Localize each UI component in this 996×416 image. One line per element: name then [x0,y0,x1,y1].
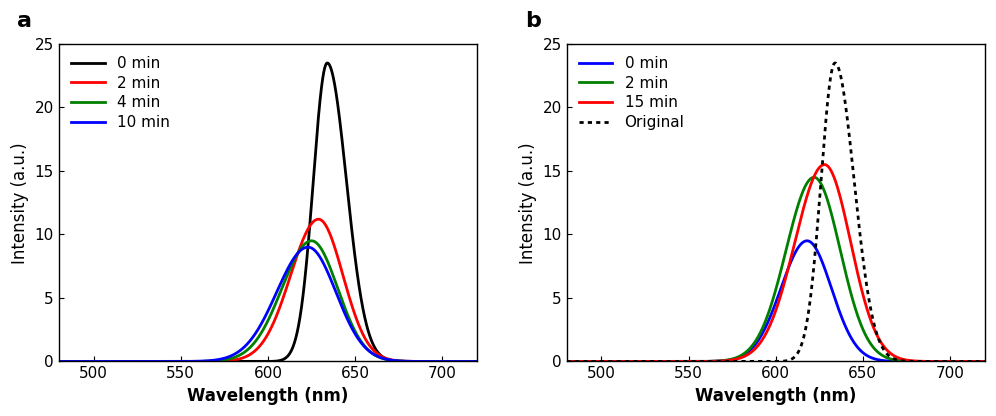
2 min [739,350,751,355]
10 min [231,350,243,355]
Original [979,359,991,364]
2 min [231,357,243,362]
Line: 10 min: 10 min [59,247,477,362]
2 min [53,359,65,364]
2 min [561,359,573,364]
Line: 0 min: 0 min [567,241,985,362]
0 min [471,359,483,364]
2 min [721,358,733,363]
2 min [463,359,475,364]
2 min [418,359,430,364]
X-axis label: Wavelength (nm): Wavelength (nm) [187,387,349,405]
10 min [101,359,113,364]
4 min [53,359,65,364]
2 min [213,359,225,364]
0 min [322,60,334,65]
0 min [125,359,137,364]
4 min [463,359,475,364]
Original [739,359,751,364]
2 min [979,359,991,364]
0 min [418,359,430,364]
Original [633,359,645,364]
Original [609,359,621,364]
Text: a: a [17,11,32,31]
15 min [971,359,983,364]
15 min [925,359,937,364]
0 min [53,359,65,364]
4 min [101,359,113,364]
15 min [721,358,733,363]
4 min [213,358,225,363]
2 min [101,359,113,364]
0 min [633,359,645,364]
4 min [418,359,430,364]
4 min [306,238,318,243]
Original [721,359,733,364]
0 min [925,359,937,364]
2 min [971,359,983,364]
4 min [231,354,243,359]
0 min [101,359,113,364]
15 min [633,359,645,364]
0 min [561,359,573,364]
Original [971,359,983,364]
0 min [213,359,225,364]
4 min [471,359,483,364]
Legend: 0 min, 2 min, 4 min, 10 min: 0 min, 2 min, 4 min, 10 min [67,52,174,134]
0 min [231,359,243,364]
15 min [561,359,573,364]
X-axis label: Wavelength (nm): Wavelength (nm) [695,387,857,405]
10 min [125,359,137,364]
Line: 2 min: 2 min [567,177,985,362]
2 min [313,217,325,222]
10 min [463,359,475,364]
Original [829,60,841,65]
0 min [463,359,475,364]
0 min [721,358,733,363]
15 min [819,162,831,167]
Line: 0 min: 0 min [59,63,477,362]
0 min [801,238,813,243]
15 min [739,354,751,359]
15 min [979,359,991,364]
0 min [609,359,621,364]
2 min [471,359,483,364]
Y-axis label: Intensity (a.u.): Intensity (a.u.) [11,142,29,263]
4 min [125,359,137,364]
0 min [739,352,751,357]
10 min [53,359,65,364]
10 min [302,245,314,250]
Original [561,359,573,364]
2 min [125,359,137,364]
10 min [418,359,430,364]
Legend: 0 min, 2 min, 15 min, Original: 0 min, 2 min, 15 min, Original [574,52,689,134]
2 min [925,359,937,364]
Line: 2 min: 2 min [59,219,477,362]
0 min [979,359,991,364]
Y-axis label: Intensity (a.u.): Intensity (a.u.) [519,142,537,263]
Line: Original: Original [567,63,985,362]
0 min [971,359,983,364]
10 min [471,359,483,364]
Original [925,359,937,364]
15 min [609,359,621,364]
2 min [808,175,820,180]
2 min [633,359,645,364]
Line: 4 min: 4 min [59,241,477,362]
10 min [213,357,225,362]
Text: b: b [525,11,541,31]
Line: 15 min: 15 min [567,165,985,362]
2 min [609,359,621,364]
